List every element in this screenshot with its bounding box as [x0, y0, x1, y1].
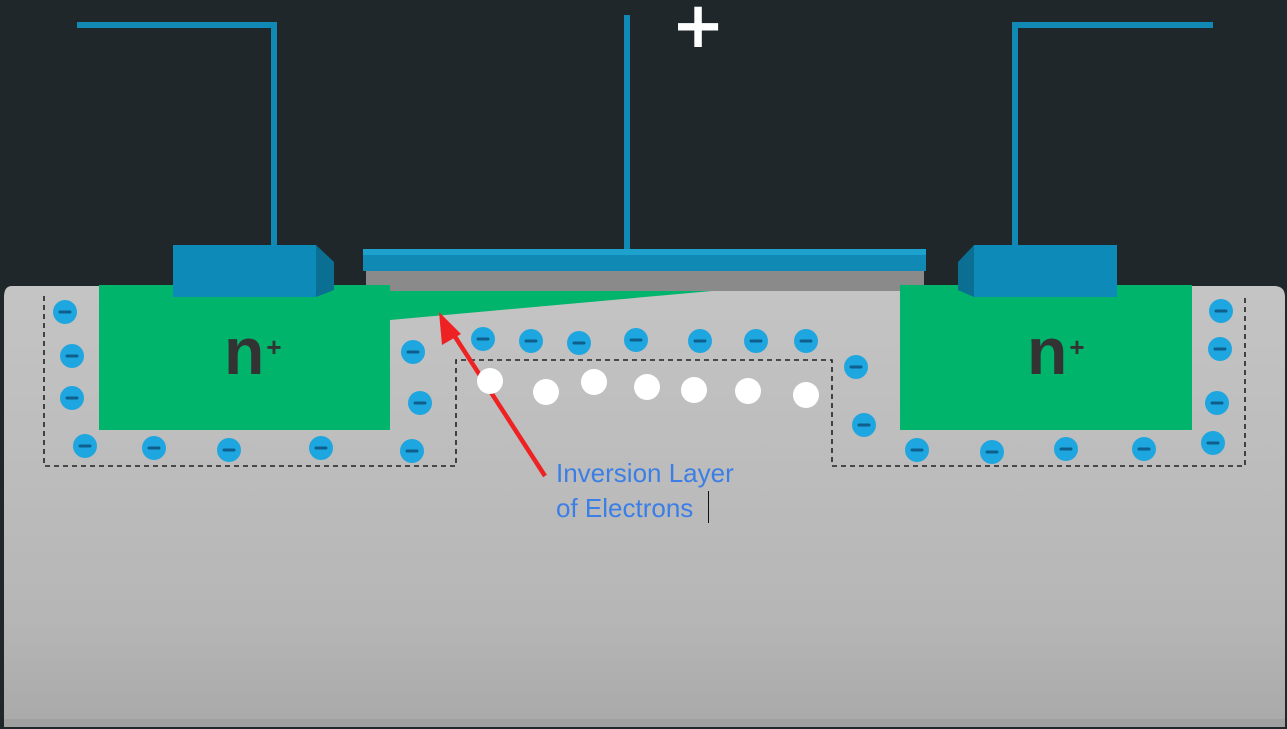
- negative-ions: [53, 299, 1233, 464]
- negative-ion-icon: [1209, 299, 1233, 323]
- electron-icon: [793, 382, 819, 408]
- annotation-arrow-shaft: [450, 330, 547, 478]
- gate-oxide: [366, 271, 924, 291]
- negative-ion-icon: [309, 436, 333, 460]
- negative-ion-icon: [844, 355, 868, 379]
- inversion-channel: [390, 291, 712, 320]
- drain-label-base: n: [1027, 314, 1068, 388]
- negative-ion-icon: [1054, 437, 1078, 461]
- drain-region-label: n+: [1027, 318, 1085, 384]
- negative-ion-icon: [688, 329, 712, 353]
- negative-ion-icon: [519, 329, 543, 353]
- negative-ion-icon: [852, 413, 876, 437]
- negative-ion-icon: [744, 329, 768, 353]
- drain-contact-side: [958, 245, 974, 297]
- negative-ion-icon: [905, 438, 929, 462]
- source-contact: [173, 245, 316, 297]
- electron-icon: [735, 378, 761, 404]
- electron-icon: [681, 377, 707, 403]
- negative-ion-icon: [60, 386, 84, 410]
- source-contact-side: [316, 245, 334, 297]
- drain-n-plus-region: [900, 285, 1192, 430]
- annotation-line-2: of Electrons: [556, 493, 694, 523]
- negative-ion-icon: [401, 340, 425, 364]
- electron-icon: [634, 374, 660, 400]
- negative-ion-icon: [794, 329, 818, 353]
- negative-ion-icon: [217, 438, 241, 462]
- negative-ion-icon: [60, 344, 84, 368]
- drain-wire: [1012, 22, 1213, 246]
- source-depletion-boundary: [43, 296, 1246, 467]
- electron-icon: [477, 368, 503, 394]
- source-n-plus-region: [99, 285, 390, 430]
- negative-ion-icon: [73, 434, 97, 458]
- electron-icon: [533, 379, 559, 405]
- source-wire: [77, 22, 277, 246]
- drain-contact: [974, 245, 1117, 297]
- inversion-layer-annotation: Inversion Layer of Electrons: [556, 456, 734, 526]
- negative-ion-icon: [1132, 437, 1156, 461]
- drain-label-superscript: +: [1069, 332, 1085, 362]
- negative-ion-icon: [624, 328, 648, 352]
- negative-ion-icon: [1205, 391, 1229, 415]
- negative-ion-icon: [1201, 431, 1225, 455]
- text-cursor: [708, 491, 709, 523]
- gate-polarity-plus: +: [671, 0, 725, 63]
- negative-ion-icon: [980, 440, 1004, 464]
- annotation-line-1: Inversion Layer: [556, 458, 734, 488]
- gate-metal-top: [363, 249, 926, 255]
- negative-ion-icon: [408, 391, 432, 415]
- negative-ion-icon: [142, 436, 166, 460]
- negative-ion-icon: [471, 327, 495, 351]
- negative-ion-icon: [53, 300, 77, 324]
- electron-icon: [581, 369, 607, 395]
- substrate-bottom-edge: [4, 719, 1285, 727]
- inversion-electrons: [477, 368, 819, 408]
- source-region-label: n+: [224, 318, 282, 384]
- negative-ion-icon: [1208, 337, 1232, 361]
- source-label-superscript: +: [266, 332, 282, 362]
- source-label-base: n: [224, 314, 265, 388]
- negative-ion-icon: [400, 439, 424, 463]
- annotation-arrow-head: [439, 312, 461, 345]
- negative-ion-icon: [567, 331, 591, 355]
